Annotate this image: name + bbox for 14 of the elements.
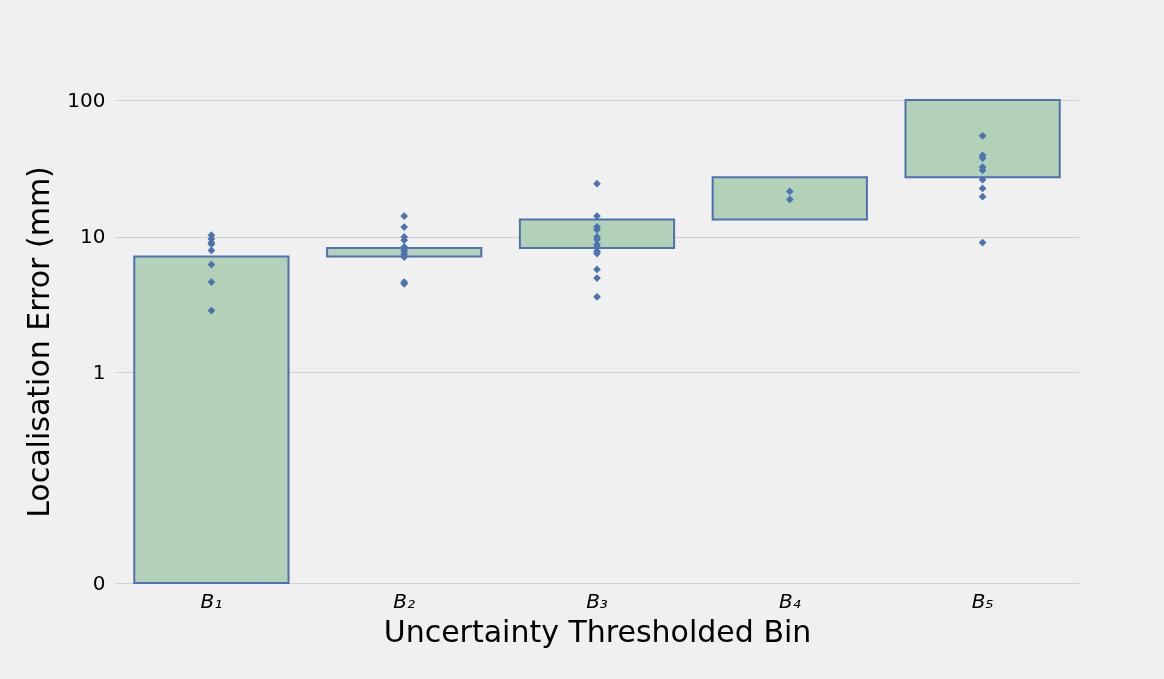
y-tick-label: 10 (80, 224, 106, 249)
x-tick-label: B₂ (393, 588, 416, 613)
x-tick-label: B₃ (586, 588, 608, 613)
x-tick-label: B₅ (971, 588, 994, 613)
bar (711, 176, 868, 221)
y-axis-title: Localisation Error (mm) (21, 166, 57, 518)
y-tick-label: 1 (92, 359, 106, 384)
y-tick-label: 0 (92, 570, 106, 595)
bar (326, 247, 483, 258)
bar (904, 99, 1061, 179)
x-tick-label: B₄ (778, 588, 801, 613)
x-tick-label: B₁ (200, 588, 223, 613)
x-axis-title: Uncertainty Thresholded Bin (383, 613, 812, 649)
y-tick-label: 100 (67, 87, 106, 112)
